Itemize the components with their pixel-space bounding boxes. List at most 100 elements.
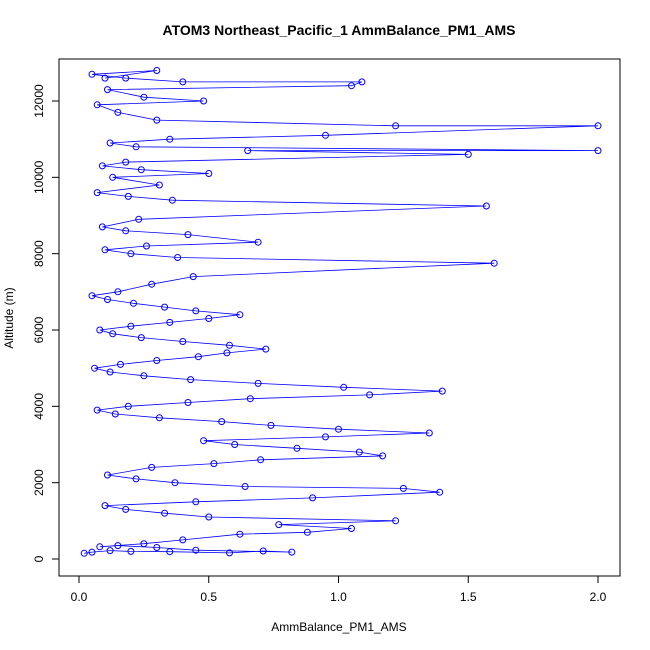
data-point [594,122,602,130]
data-point [425,429,433,437]
data-point [148,280,156,288]
data-point [101,502,109,510]
data-point [122,227,130,235]
data-point [124,402,132,410]
y-tick-label: 10000 [32,160,46,194]
data-point [355,448,363,456]
data-point [137,166,145,174]
data-point [130,299,137,307]
data-point [155,181,163,189]
data-point [114,542,122,550]
data-point [171,479,179,487]
data-point [340,383,348,391]
data-point [218,418,226,426]
data-point [174,254,182,261]
data-point [436,488,444,496]
x-tick-label: 1.0 [330,590,347,604]
data-point [109,330,117,338]
data-point [200,437,208,445]
data-point [140,540,148,548]
data-point [205,315,213,322]
data-point [127,547,135,555]
data-point [236,530,244,538]
x-axis-label: AmmBalance_PM1_AMS [271,620,406,634]
data-point [143,242,150,250]
data-point [140,93,148,101]
data-point [399,484,407,492]
x-axis: 0.0 0.5 1.0 1.5 2.0 [71,575,607,604]
data-point [114,108,122,116]
data-point [267,421,275,429]
x-tick-label: 2.0 [590,590,607,604]
data-point [166,318,174,326]
data-point [179,338,187,345]
series-line [84,70,599,554]
data-point [93,101,101,109]
data-point [124,192,132,200]
data-point [322,131,329,139]
y-tick-label: 2000 [32,469,46,496]
data-point [184,399,192,406]
y-tick-label: 0 [32,555,46,562]
data-point [309,494,317,502]
data-point [166,548,174,556]
data-point [192,498,200,506]
data-point [104,86,111,94]
data-point [379,452,387,460]
y-tick-label: 12000 [32,84,46,118]
data-point [194,353,202,361]
data-point [98,223,106,231]
data-point [192,307,200,315]
data-point [104,471,111,479]
data-point [93,406,101,414]
data-point [148,463,156,471]
data-point [153,116,161,124]
data-point [117,360,124,368]
data-point [132,475,140,483]
data-point [106,139,114,147]
data-point [122,158,130,166]
data-point [80,549,88,557]
data-point [155,414,163,422]
y-tick-label: 8000 [32,240,46,267]
data-point [392,517,400,525]
data-point [490,259,498,267]
data-point [275,521,283,529]
data-point [226,549,233,557]
data-point [464,150,472,158]
x-tick-label: 0.0 [71,590,88,604]
data-point [122,505,130,513]
data-point [226,341,233,349]
data-point [184,231,192,239]
data-point [96,543,104,551]
data-point [166,135,174,143]
data-point [88,548,96,556]
data-point [335,425,342,433]
data-point [91,364,99,372]
data-point [288,548,296,556]
data-point [153,544,161,551]
data-point [236,311,244,319]
x-tick-label: 0.5 [200,590,217,604]
data-point [161,303,169,311]
data-point [348,525,355,532]
data-point [482,202,490,210]
data-point [153,357,161,364]
data-point [179,78,187,86]
y-tick-label: 6000 [32,316,46,343]
data-point [106,368,114,376]
data-point [106,547,114,555]
data-point [366,391,374,399]
data-point [303,528,311,536]
data-point [358,78,366,86]
data-point [122,74,130,82]
data-point [262,345,270,353]
data-point [254,379,262,387]
data-point [189,273,197,281]
data-point [127,250,135,258]
y-tick-label: 4000 [32,393,46,420]
chart-title: ATOM3 Northeast_Pacific_1 AmmBalance_PM1… [163,22,516,38]
data-point [205,170,213,177]
data-point [153,67,161,74]
